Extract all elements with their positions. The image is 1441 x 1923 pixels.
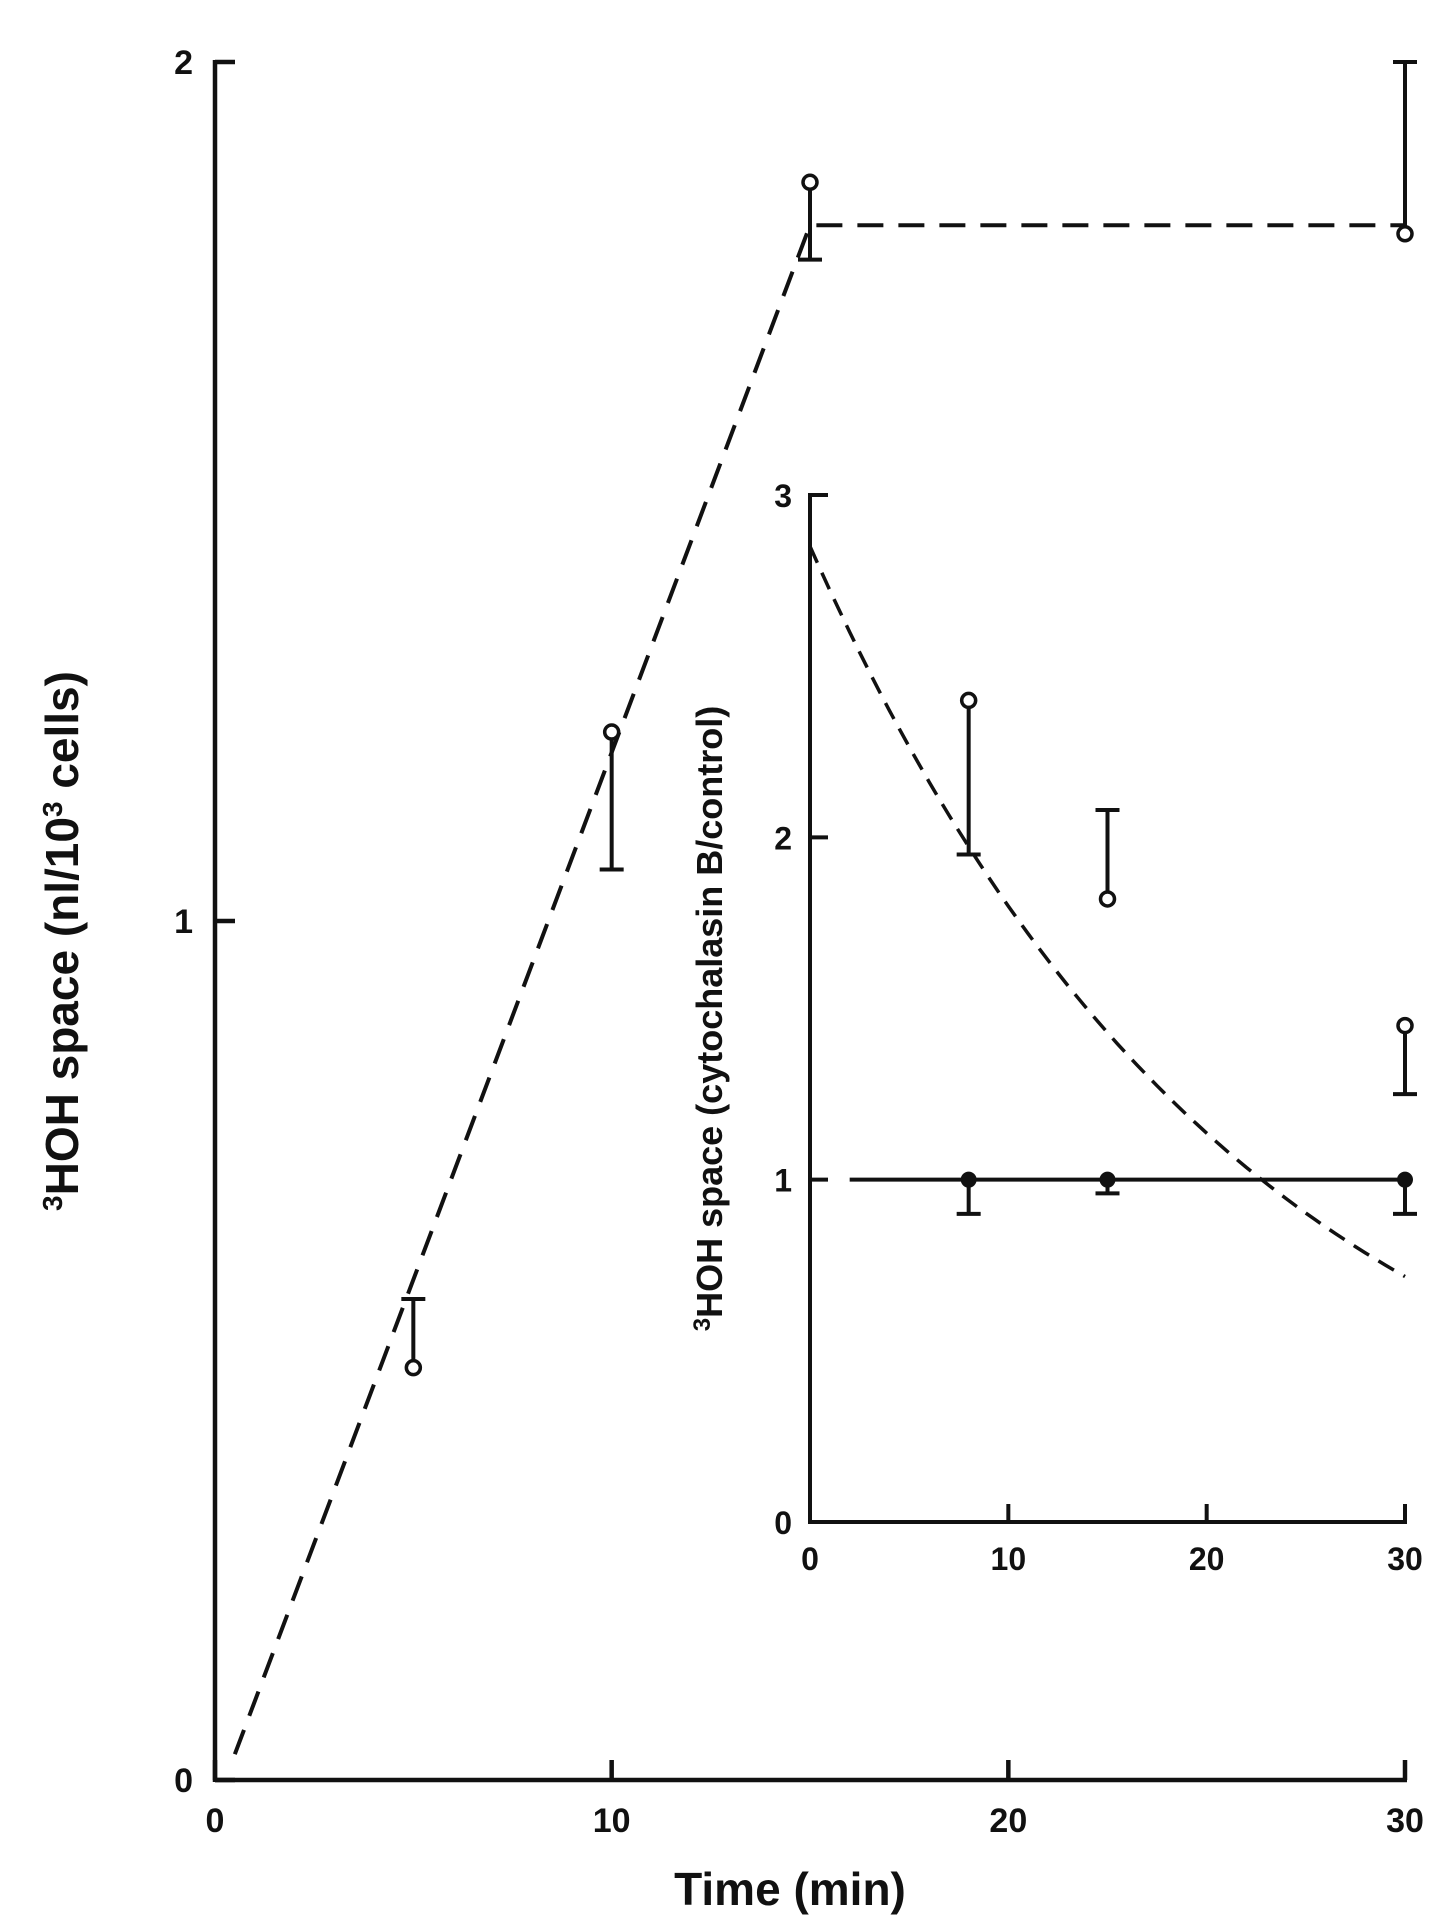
x-tick-label: 30 — [1386, 1802, 1424, 1840]
x-axis-title: Time (min) — [674, 1863, 906, 1915]
x-tick-label: 10 — [991, 1541, 1027, 1577]
data-point — [959, 691, 978, 710]
x-tick-label: 20 — [989, 1802, 1027, 1840]
data-point — [1098, 890, 1117, 908]
data-point — [1396, 225, 1414, 243]
y-tick-label: 0 — [174, 1762, 193, 1800]
series-fit-curve — [808, 545, 1406, 1279]
data-point — [1396, 1016, 1414, 1035]
x-tick-label: 10 — [593, 1802, 631, 1840]
y-tick-label: 3 — [774, 478, 792, 514]
data-point — [960, 1171, 977, 1188]
y-tick-label: 2 — [174, 44, 193, 82]
y-tick-label: 1 — [174, 903, 193, 941]
inset-y-axis-title: 3HOH space (cytochalasin B/control) — [689, 706, 730, 1332]
y-axis-title: 3HOH space (nl/103 cells) — [36, 671, 88, 1211]
data-point — [404, 1358, 423, 1377]
data-point — [801, 173, 819, 192]
data-point — [1397, 1171, 1413, 1188]
series-fit-line — [232, 223, 1405, 1755]
x-tick-label: 0 — [206, 1802, 225, 1840]
y-tick-label: 1 — [774, 1163, 792, 1199]
x-tick-label: 30 — [1387, 1541, 1423, 1577]
y-tick-label: 2 — [774, 820, 792, 856]
inset-chart: 0 10 20 30 0 1 2 3 3HOH space (cytochalasin B/co… — [689, 478, 1423, 1577]
y-tick-label: 0 — [774, 1505, 792, 1541]
data-point — [1099, 1171, 1116, 1188]
data-point — [602, 723, 621, 741]
x-tick-label: 0 — [801, 1541, 819, 1577]
x-tick-label: 20 — [1189, 1541, 1225, 1577]
